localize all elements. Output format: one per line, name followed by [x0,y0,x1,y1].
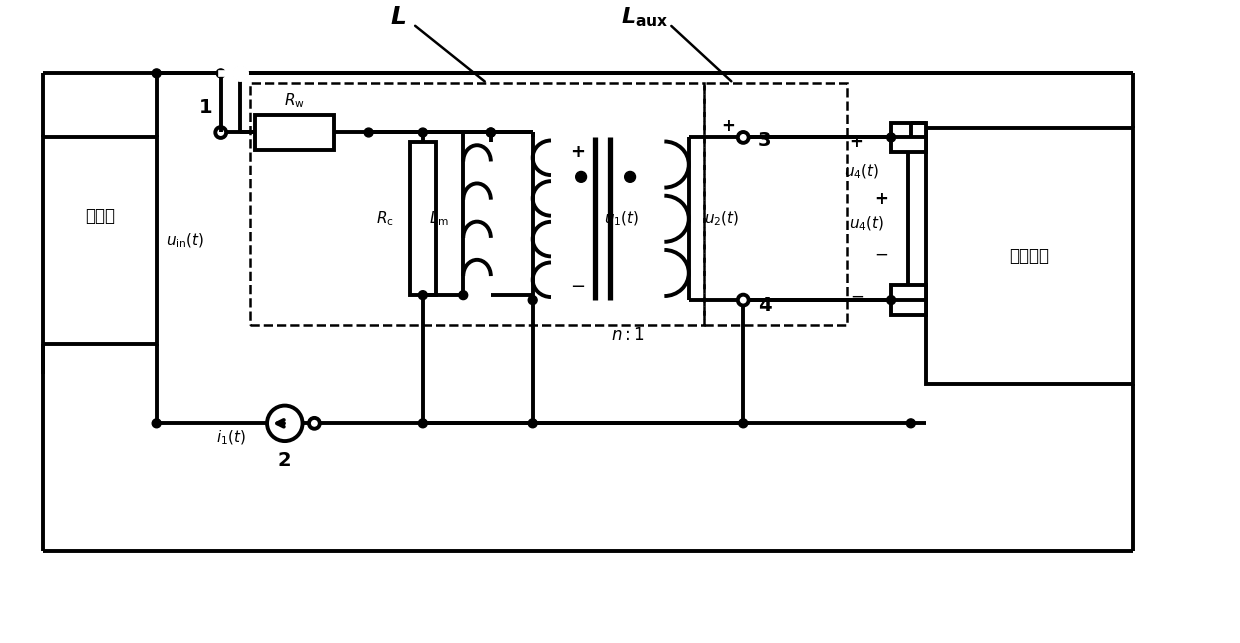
Text: 4: 4 [758,296,771,314]
Circle shape [459,291,467,300]
Text: $i_1(t)$: $i_1(t)$ [216,429,246,448]
Bar [704,83,847,325]
Circle shape [309,418,320,429]
Circle shape [233,66,248,81]
Circle shape [528,296,537,305]
Circle shape [216,127,226,138]
Bar [255,115,334,150]
Circle shape [153,419,161,428]
Text: $-$: $-$ [874,244,888,262]
Text: $\bfit{L}$: $\bfit{L}$ [391,5,407,29]
Circle shape [887,133,895,142]
Text: $L_{\rm m}$: $L_{\rm m}$ [429,210,449,228]
Bar [925,127,1132,384]
Circle shape [236,68,246,79]
Circle shape [153,69,161,78]
Text: $u_2(t)$: $u_2(t)$ [703,210,739,228]
Text: $u_4(t)$: $u_4(t)$ [848,215,884,233]
Text: 1: 1 [200,98,213,118]
Text: $u_{\rm in}(t)$: $u_{\rm in}(t)$ [166,231,205,250]
Text: $n:1$: $n:1$ [610,325,645,343]
Circle shape [528,419,537,428]
Circle shape [738,294,749,305]
Text: 2: 2 [278,451,291,470]
Circle shape [887,296,895,305]
Circle shape [625,172,636,182]
Text: +: + [874,190,888,208]
Text: +: + [722,116,735,134]
Circle shape [906,419,915,428]
Bar [892,285,925,315]
Bar [43,138,156,345]
Circle shape [575,172,587,182]
Circle shape [906,133,915,142]
Text: $\bfit{L}_{\mathbf{aux}}$: $\bfit{L}_{\mathbf{aux}}$ [621,5,668,29]
Circle shape [418,128,428,137]
Text: 3: 3 [758,131,771,150]
Bar [250,83,704,325]
Circle shape [418,419,428,428]
Circle shape [739,419,748,428]
Text: $R_{\rm c}$: $R_{\rm c}$ [377,210,394,228]
Text: 测量仪器: 测量仪器 [1009,247,1049,265]
Bar [892,123,925,152]
Circle shape [216,69,226,78]
Circle shape [738,132,749,143]
Text: $-$: $-$ [849,286,864,304]
Text: $-$: $-$ [569,276,585,294]
Text: $R_{\rm w}$: $R_{\rm w}$ [284,91,305,110]
Circle shape [486,128,495,137]
Text: +: + [849,133,863,151]
Text: $u_1(t)$: $u_1(t)$ [604,210,639,228]
Circle shape [267,406,303,441]
Text: 励磁源: 励磁源 [86,207,115,225]
Circle shape [365,128,373,137]
Text: $u_4(t)$: $u_4(t)$ [844,163,879,181]
Bar [410,142,435,295]
Circle shape [418,291,428,300]
Text: +: + [569,143,585,161]
Circle shape [486,128,495,137]
